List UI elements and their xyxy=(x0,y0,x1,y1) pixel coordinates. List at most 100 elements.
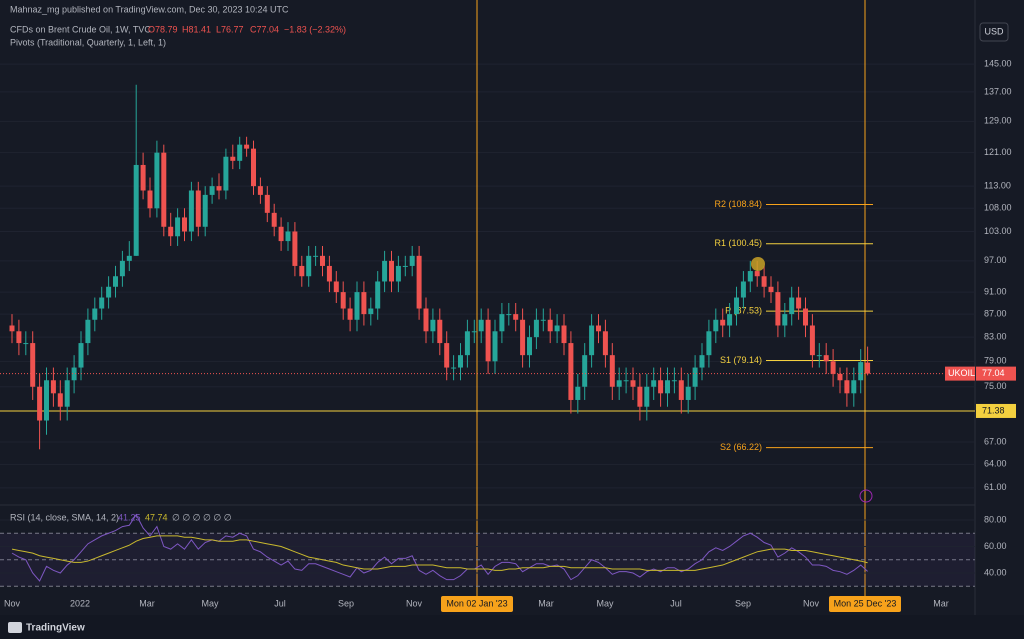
candle-body xyxy=(326,265,332,282)
x-tick-label: Nov xyxy=(803,598,820,608)
candle-body xyxy=(306,255,312,277)
candle-body xyxy=(92,308,98,320)
candle-body xyxy=(285,231,291,242)
candle-body xyxy=(202,194,208,227)
date-marker-box xyxy=(441,596,513,612)
candle-body xyxy=(582,355,588,387)
candle-body xyxy=(782,314,788,326)
candle-body xyxy=(37,386,43,421)
rsi-line xyxy=(11,535,868,571)
date-marker-label: Mon 02 Jan '23 xyxy=(446,598,507,608)
candle-body xyxy=(464,331,470,356)
candle-body xyxy=(720,319,726,326)
y-tick-label: 75.00 xyxy=(984,381,1007,391)
candle-body xyxy=(513,314,519,320)
candle-body xyxy=(596,325,601,332)
candle-body xyxy=(747,271,753,282)
candle-body xyxy=(23,343,29,345)
candle-body xyxy=(188,190,194,232)
candle-body xyxy=(78,343,84,368)
candle-body xyxy=(499,314,505,332)
x-tick-label: Jul xyxy=(670,598,682,608)
candle-body xyxy=(223,156,229,191)
candle-body xyxy=(630,380,636,387)
candle-body xyxy=(609,355,615,387)
indicator-label: Pivots (Traditional, Quarterly, 1, Left,… xyxy=(10,37,166,47)
candle-body xyxy=(216,186,222,191)
rsi-value: 47.74 xyxy=(145,512,168,522)
candle-body xyxy=(533,319,539,338)
candle-body xyxy=(409,255,415,266)
date-marker-label: Mon 25 Dec '23 xyxy=(834,598,897,608)
candle-body xyxy=(230,156,236,161)
symbol-box xyxy=(945,366,975,381)
pivot-label: S2 (66.22) xyxy=(720,442,762,452)
candle-body xyxy=(540,319,546,321)
candle-body xyxy=(520,319,526,356)
candle-body xyxy=(244,144,250,149)
candle-body xyxy=(471,331,477,333)
candle-body xyxy=(147,190,153,209)
y-tick-label: 61.00 xyxy=(984,482,1007,492)
candle-body xyxy=(561,325,567,344)
candle-body xyxy=(775,292,781,326)
rsi-tick-label: 40.00 xyxy=(984,567,1007,577)
brand: TradingView xyxy=(26,623,85,634)
candle-body xyxy=(57,393,63,407)
logo xyxy=(8,622,22,633)
candle-body xyxy=(837,373,843,381)
x-tick-label: Nov xyxy=(406,598,423,608)
last-price-box xyxy=(976,366,1016,381)
ohlc-label: H81.41 xyxy=(182,24,211,34)
candle-body xyxy=(568,343,574,400)
candle-body xyxy=(651,380,657,387)
candle-body xyxy=(665,380,670,394)
rsi-title: RSI (14, close, SMA, 14, 2) xyxy=(10,512,119,522)
candle-body xyxy=(554,325,560,332)
candle-body xyxy=(71,367,77,381)
candle-body xyxy=(444,343,450,368)
y-tick-label: 103.00 xyxy=(984,226,1012,236)
candle-body xyxy=(485,319,491,362)
x-tick-label: Mar xyxy=(933,598,949,608)
x-tick-label: Nov xyxy=(4,598,21,608)
y-tick-label: 137.00 xyxy=(984,86,1012,96)
x-tick-label: Sep xyxy=(735,598,751,608)
y-tick-label: 121.00 xyxy=(984,147,1012,157)
symbol-label: UKOIL xyxy=(948,368,975,378)
pivot-label: S1 (79.14) xyxy=(720,355,762,365)
candle-body xyxy=(333,281,339,293)
x-tick-label: May xyxy=(201,598,219,608)
legend-title: CFDs on Brent Crude Oil, 1W, TVC xyxy=(10,24,151,34)
candle-body xyxy=(706,331,712,356)
candle-body xyxy=(313,255,319,257)
candle-body xyxy=(416,255,422,309)
candle-body xyxy=(602,331,608,356)
candle-body xyxy=(168,226,174,237)
candle-body xyxy=(257,186,263,195)
candle-body xyxy=(430,319,436,332)
y-tick-label: 79.00 xyxy=(984,356,1007,366)
candle-body xyxy=(182,217,187,232)
candle-body xyxy=(754,271,760,277)
last-price-label: 77.04 xyxy=(982,368,1005,378)
candle-body xyxy=(106,286,112,298)
candle-body xyxy=(382,260,388,282)
candle-body xyxy=(209,186,215,195)
x-tick-label: Jul xyxy=(274,598,286,608)
candle-body xyxy=(527,337,532,356)
candle-body xyxy=(30,343,36,387)
candle-body xyxy=(113,276,118,287)
candle-body xyxy=(237,144,243,161)
candle-body xyxy=(175,217,181,237)
candle-body xyxy=(64,380,70,407)
y-tick-label: 108.00 xyxy=(984,203,1012,213)
candle-body xyxy=(154,152,160,209)
hline-label: 71.38 xyxy=(982,405,1005,415)
candle-body xyxy=(692,367,698,387)
x-tick-label: Mar xyxy=(538,598,554,608)
pivot-label: R2 (108.84) xyxy=(714,199,762,209)
pivot-label: P (87.53) xyxy=(725,306,762,316)
